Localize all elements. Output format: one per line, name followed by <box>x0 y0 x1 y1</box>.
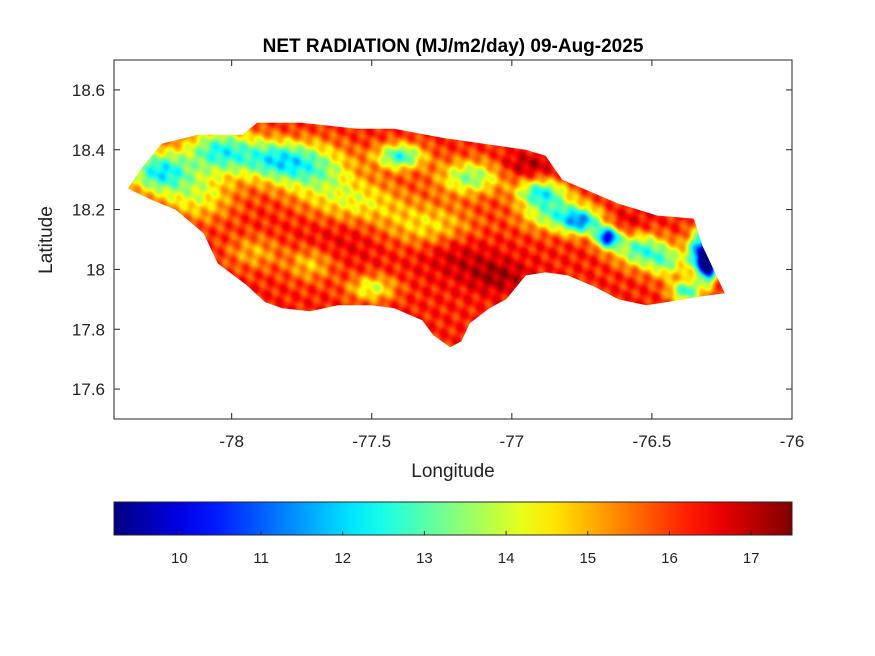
x-tick-label: -78 <box>219 432 244 451</box>
y-tick-label: 18.4 <box>72 141 105 160</box>
colorbar-tick-label: 14 <box>498 550 515 567</box>
colorbar-frame <box>113 501 793 536</box>
chart-title: NET RADIATION (MJ/m2/day) 09-Aug-2025 <box>263 36 644 57</box>
y-axis-ticks: 17.6 17.8 18 18.2 18.4 18.6 <box>72 81 792 399</box>
x-tick-label: -76.5 <box>633 432 672 451</box>
x-axis-ticks: -78 -77.5 -77 -76.5 -76 <box>219 60 804 451</box>
y-tick-label: 18 <box>86 260 105 279</box>
colorbar-tick-label: 15 <box>579 550 596 567</box>
colorbar-tick-label: 17 <box>743 550 760 567</box>
colorbar-tick-label: 13 <box>416 550 433 567</box>
y-axis-label: Latitude <box>36 206 57 274</box>
colorbar-tick-label: 11 <box>253 550 269 567</box>
colorbar-ticks: 10 11 12 13 14 15 16 17 <box>171 531 760 567</box>
y-tick-label: 17.6 <box>72 380 105 399</box>
y-tick-label: 18.2 <box>72 201 105 220</box>
y-tick-label: 18.6 <box>72 81 105 100</box>
x-tick-label: -77.5 <box>352 432 391 451</box>
x-tick-label: -76 <box>780 432 805 451</box>
x-axis-label: Longitude <box>411 461 494 482</box>
colorbar-tick-label: 10 <box>171 550 188 567</box>
plot-frame <box>113 59 793 420</box>
y-tick-label: 17.8 <box>72 320 105 339</box>
colorbar: 10 11 12 13 14 15 16 17 <box>113 501 793 567</box>
colorbar-gradient <box>114 502 792 535</box>
colorbar-tick-label: 12 <box>334 550 351 567</box>
colorbar-tick-label: 16 <box>661 550 678 567</box>
x-tick-label: -77 <box>500 432 525 451</box>
